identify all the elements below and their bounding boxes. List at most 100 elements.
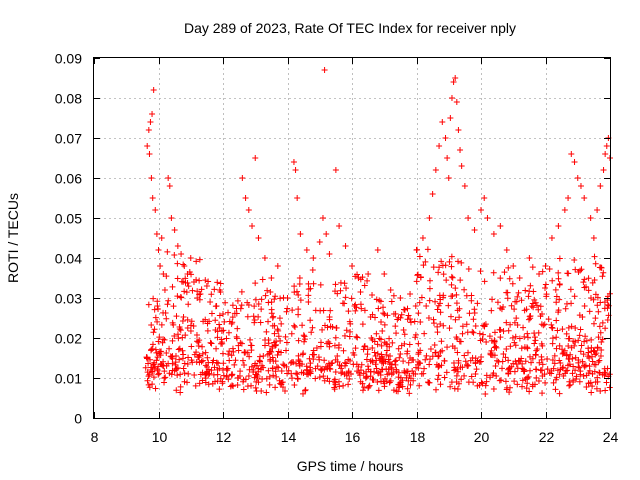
data-point [452, 285, 459, 292]
data-points [142, 67, 613, 397]
data-point [202, 379, 209, 386]
data-point [412, 371, 419, 378]
data-point [272, 368, 279, 375]
data-point [438, 258, 445, 265]
data-point [354, 368, 361, 375]
data-point [435, 269, 442, 276]
data-point [596, 323, 603, 330]
data-point [238, 302, 245, 309]
data-point [588, 344, 595, 351]
data-point [352, 307, 359, 314]
data-point [320, 373, 327, 380]
data-point [429, 353, 436, 360]
data-point [478, 379, 485, 386]
data-point [565, 195, 572, 201]
data-point [174, 275, 181, 282]
data-point [542, 281, 549, 288]
data-point [158, 321, 165, 328]
data-point [216, 365, 223, 372]
data-point [516, 275, 523, 281]
data-point [297, 231, 304, 237]
data-point [277, 295, 284, 302]
data-point [557, 366, 564, 373]
data-point [151, 306, 158, 313]
data-point [342, 294, 349, 301]
data-point [365, 363, 372, 370]
data-point [219, 350, 226, 357]
data-point [557, 360, 564, 367]
data-point [365, 383, 372, 390]
data-point [171, 332, 178, 339]
data-point [555, 275, 562, 282]
data-point [466, 310, 473, 317]
data-point [542, 263, 549, 269]
data-point [149, 345, 156, 352]
data-point [147, 366, 154, 373]
data-point [461, 286, 468, 293]
data-point [316, 239, 323, 245]
data-point [196, 277, 203, 284]
data-point [241, 349, 248, 356]
data-point [516, 335, 523, 342]
data-point [309, 266, 316, 273]
data-point [336, 383, 343, 390]
data-point [572, 354, 579, 361]
chart-title: Day 289 of 2023, Rate Of TEC Index for r… [184, 20, 516, 36]
data-point [531, 340, 538, 347]
data-point [432, 386, 439, 393]
data-point [586, 308, 593, 315]
data-point [219, 380, 226, 387]
data-point [263, 389, 270, 396]
data-point [583, 384, 590, 391]
data-point [272, 293, 279, 300]
data-point [529, 264, 536, 271]
data-point [360, 346, 367, 353]
data-point [549, 335, 556, 342]
data-point [381, 321, 388, 328]
data-point [437, 309, 444, 316]
data-point [420, 370, 427, 377]
data-point [212, 317, 219, 324]
data-point [535, 306, 542, 313]
data-point [160, 336, 167, 343]
data-point [191, 351, 198, 358]
data-point [351, 303, 358, 310]
data-point [412, 303, 419, 310]
data-point [321, 357, 328, 364]
data-point [196, 296, 203, 303]
data-point [509, 280, 516, 287]
data-point [392, 310, 399, 317]
data-point [155, 363, 162, 370]
data-point [445, 302, 452, 309]
data-point [596, 357, 603, 364]
data-point [222, 299, 229, 306]
data-point [416, 360, 423, 367]
data-point [202, 349, 209, 356]
data-point [552, 386, 559, 393]
data-point [357, 378, 364, 385]
data-point [178, 294, 185, 301]
data-point [212, 378, 219, 385]
data-point [581, 302, 588, 309]
data-point [481, 195, 488, 201]
data-point [176, 356, 183, 363]
data-point [193, 331, 200, 338]
x-tick-label: 22 [539, 429, 555, 445]
data-point [216, 386, 223, 393]
data-point [577, 348, 584, 355]
data-point [542, 379, 549, 386]
y-tick-label: 0.04 [55, 251, 82, 267]
data-point [153, 231, 160, 237]
data-point [563, 330, 570, 337]
data-point [152, 207, 159, 213]
data-point [192, 382, 199, 389]
data-point [575, 337, 582, 344]
data-point [588, 389, 595, 396]
data-point [548, 324, 555, 331]
data-point [449, 292, 456, 299]
data-point [317, 281, 324, 288]
data-point [421, 330, 428, 337]
data-point [300, 390, 307, 397]
data-point [164, 301, 171, 308]
data-point [220, 311, 226, 317]
